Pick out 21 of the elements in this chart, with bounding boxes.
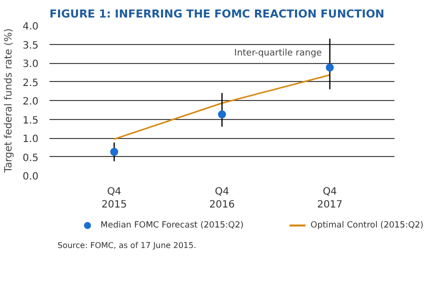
y-tick-label: 0.0	[22, 172, 39, 182]
legend-label: Median FOMC Forecast (2015:Q2)	[100, 220, 244, 230]
point	[326, 64, 334, 72]
y-tick-label: 3.0	[22, 59, 39, 70]
point	[110, 148, 118, 156]
y-tick-label: 1.5	[22, 115, 39, 126]
y-tick-label: 3.5	[22, 40, 39, 52]
chart-title: FIGURE 1: INFERRING THE FOMC REACTION FUNCTION	[50, 8, 384, 20]
source-note: Source: FOMC, as of 17 June 2015.	[58, 241, 196, 250]
y-tick-label: 1.0	[22, 134, 39, 145]
x-tick-label: Q4 2016	[209, 186, 235, 211]
annotation: Inter-quartile range	[234, 48, 322, 59]
x-tick-label: Q4 2015	[101, 186, 127, 211]
y-tick-label: 0.5	[22, 152, 39, 164]
legend-label: Optimal Control (2015:Q2)	[310, 220, 424, 230]
point	[218, 110, 226, 118]
y-tick-label: 2.0	[22, 96, 39, 108]
y-tick-label: 4.0	[22, 22, 39, 32]
y-tick-label: 2.5	[22, 78, 39, 89]
x-tick-label: Q4 2017	[317, 186, 343, 211]
y-axis-title: Target federal funds rate (%)	[4, 28, 15, 174]
